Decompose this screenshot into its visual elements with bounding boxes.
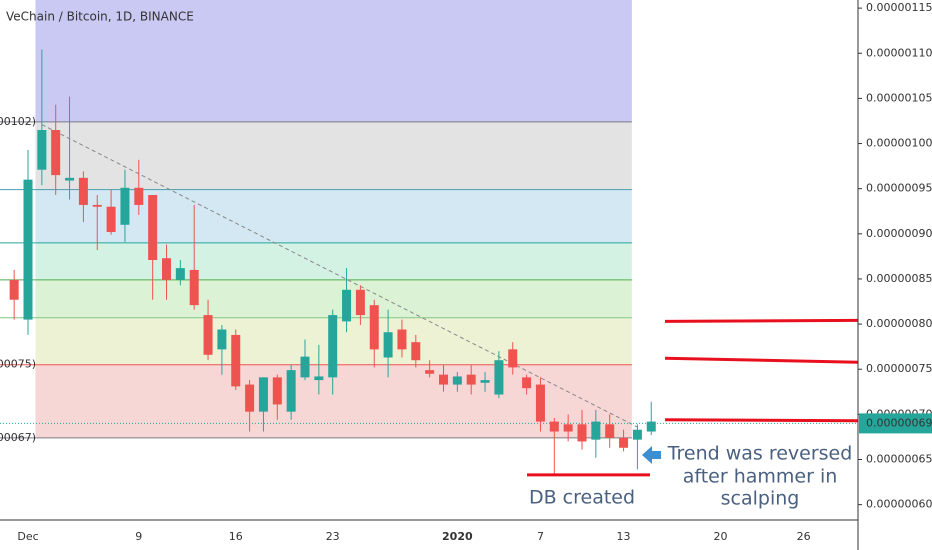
- y-tick-label: 0.00000095: [866, 182, 932, 195]
- x-tick-label: 23: [326, 530, 340, 543]
- y-tick-label: 0.00000115: [866, 1, 932, 14]
- candle-body: [328, 315, 338, 378]
- x-tick-label: 20: [714, 530, 728, 543]
- y-tick-label: 0.00000100: [866, 137, 932, 150]
- y-tick-label: 0.00000065: [866, 453, 932, 466]
- y-tick-label: 0.00000105: [866, 91, 932, 104]
- candle-body: [355, 289, 365, 316]
- arrow: [642, 446, 661, 464]
- last-price-box: [859, 413, 932, 434]
- candle-body: [508, 349, 518, 368]
- drawn-level: [664, 318, 858, 323]
- x-tick-label: 26: [797, 530, 811, 543]
- candle-body: [51, 130, 61, 176]
- candle-body: [106, 206, 116, 233]
- x-tick-label: 13: [617, 530, 631, 543]
- candle-body: [78, 177, 88, 205]
- candle-body: [189, 269, 199, 306]
- candle-body: [245, 384, 255, 412]
- candle-body: [591, 421, 601, 440]
- annotation: Trend was reversed: [667, 443, 853, 465]
- candle-body: [342, 289, 352, 322]
- y-tick-label: 0.00000060: [866, 498, 932, 511]
- fib-band: [35, 121, 632, 190]
- candle-body: [9, 279, 19, 300]
- fib-label: 0.00000067): [0, 431, 36, 444]
- candle-body: [480, 380, 490, 383]
- candle-body: [549, 421, 559, 432]
- drawn-level: [664, 418, 858, 423]
- fib-label: 0.00000075): [0, 358, 36, 371]
- x-tick-label: 16: [229, 530, 243, 543]
- candle-body: [162, 258, 171, 280]
- drawn-level: [664, 356, 858, 364]
- candle-body: [605, 424, 615, 438]
- candle-body: [397, 329, 407, 350]
- x-tick-label: 2020: [442, 530, 473, 543]
- annotation: DB created: [529, 487, 635, 509]
- fib-band: [35, 0, 632, 122]
- candle-body: [120, 187, 130, 225]
- annotation: scalping: [721, 488, 800, 510]
- y-tick-label: 0.00000075: [866, 362, 932, 375]
- candle-body: [37, 130, 47, 170]
- candle-body: [23, 179, 33, 320]
- candle-body: [65, 177, 75, 181]
- candle-body: [452, 376, 462, 385]
- candle-body: [314, 376, 324, 381]
- candle-body: [646, 421, 656, 432]
- candle-body: [272, 377, 282, 405]
- overlay: 0.00000069 VeChain / Bitcoin, 1D, BINANCE…: [6, 10, 932, 510]
- x-tick-label: Dec: [17, 530, 38, 543]
- candle-body: [203, 315, 213, 355]
- candle-body: [258, 377, 268, 412]
- candle-body: [439, 374, 448, 385]
- candle-body: [369, 305, 379, 350]
- y-tick-label: 0.00000110: [866, 46, 932, 59]
- candle-body: [563, 424, 573, 432]
- trendline: [41, 124, 638, 428]
- candle-body: [175, 268, 185, 280]
- fib-band: [35, 279, 632, 318]
- annotation: after hammer in: [683, 466, 838, 488]
- fib-label: 0.00000102): [0, 115, 36, 128]
- candle-body: [411, 342, 421, 361]
- candle-body: [231, 334, 241, 387]
- chart-title: VeChain / Bitcoin, 1D, BINANCE: [6, 10, 194, 24]
- candle-body: [425, 370, 435, 374]
- candle-body: [522, 377, 532, 389]
- candle-body: [619, 437, 629, 448]
- candle-body: [632, 429, 642, 440]
- x-tick-label: 9: [135, 530, 142, 543]
- x-tick-label: 7: [537, 530, 544, 543]
- candle-body: [148, 195, 158, 260]
- candle-body: [300, 356, 310, 378]
- candle-body: [134, 187, 144, 205]
- candle-body: [383, 332, 393, 358]
- candle-body: [535, 384, 545, 422]
- candle-body: [286, 370, 296, 412]
- y-tick-label: 0.00000080: [866, 317, 932, 330]
- candle-body: [494, 360, 504, 395]
- candle-body: [217, 329, 227, 350]
- plot-area: 0.00000102) 0.00000075) 0.00000067): [0, 0, 858, 477]
- last-price-label: 0.00000069: [866, 416, 932, 429]
- y-tick-label: 0.00000090: [866, 227, 932, 240]
- candle-body: [466, 374, 476, 385]
- fib-band: [35, 242, 632, 280]
- y-tick-label: 0.00000085: [866, 272, 932, 285]
- candle-body: [577, 424, 587, 442]
- candle-body: [92, 204, 102, 207]
